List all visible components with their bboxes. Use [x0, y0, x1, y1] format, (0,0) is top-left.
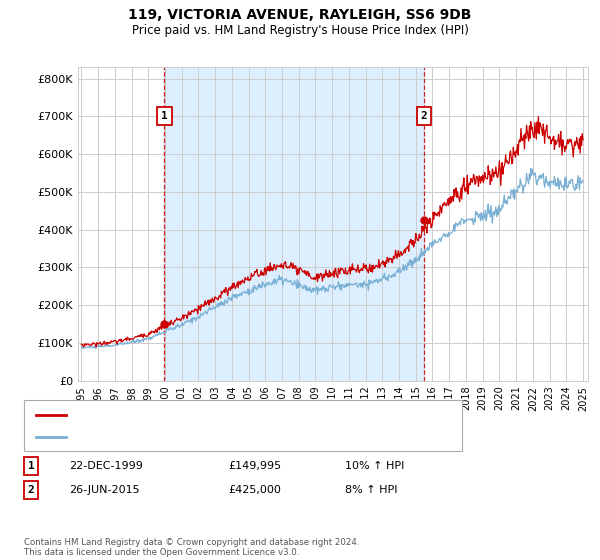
Text: Contains HM Land Registry data © Crown copyright and database right 2024.
This d: Contains HM Land Registry data © Crown c… — [24, 538, 359, 557]
Text: Price paid vs. HM Land Registry's House Price Index (HPI): Price paid vs. HM Land Registry's House … — [131, 24, 469, 37]
Text: 22-DEC-1999: 22-DEC-1999 — [69, 461, 143, 471]
Text: 119, VICTORIA AVENUE, RAYLEIGH, SS6 9DB: 119, VICTORIA AVENUE, RAYLEIGH, SS6 9DB — [128, 8, 472, 22]
Text: HPI: Average price, detached house, Rochford: HPI: Average price, detached house, Roch… — [75, 432, 314, 442]
Bar — [164, 67, 424, 381]
Text: 10% ↑ HPI: 10% ↑ HPI — [345, 461, 404, 471]
Text: 2: 2 — [28, 485, 35, 495]
Text: 2: 2 — [421, 111, 427, 122]
Text: 26-JUN-2015: 26-JUN-2015 — [69, 485, 140, 495]
Text: 1: 1 — [28, 461, 35, 471]
Text: 8% ↑ HPI: 8% ↑ HPI — [345, 485, 398, 495]
Text: £149,995: £149,995 — [228, 461, 281, 471]
Text: 1: 1 — [161, 111, 168, 122]
Text: £425,000: £425,000 — [228, 485, 281, 495]
Text: 119, VICTORIA AVENUE, RAYLEIGH, SS6 9DB (detached house): 119, VICTORIA AVENUE, RAYLEIGH, SS6 9DB … — [75, 409, 400, 419]
